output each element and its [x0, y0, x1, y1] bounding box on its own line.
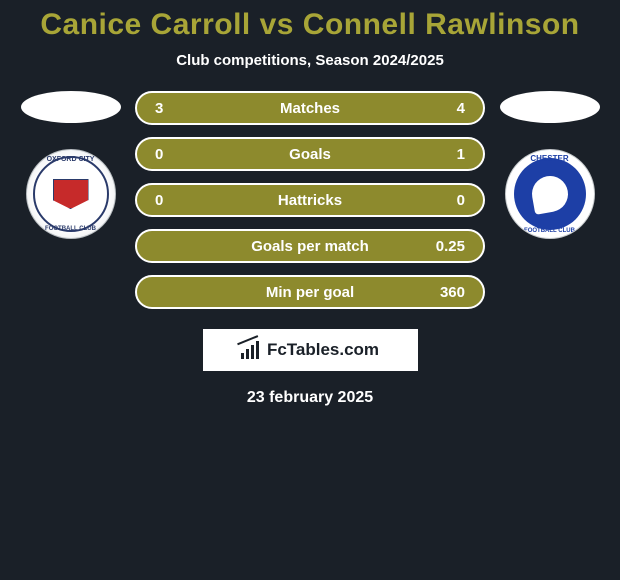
left-player-placeholder — [21, 91, 121, 123]
stat-label: Matches — [195, 100, 425, 117]
right-column: CHESTER FOOTBALL CLUB — [497, 91, 602, 239]
stat-right-value: 0 — [425, 192, 465, 209]
stat-label: Min per goal — [195, 284, 425, 301]
stat-row: 0 Goals 1 — [135, 137, 485, 171]
stat-left-value: 0 — [155, 192, 195, 209]
bar-chart-icon — [241, 341, 261, 359]
stat-row: 3 Matches 4 — [135, 91, 485, 125]
stat-right-value: 0.25 — [425, 238, 465, 255]
stat-label: Goals per match — [195, 238, 425, 255]
stat-left-value: 3 — [155, 100, 195, 117]
crest-icon — [53, 179, 89, 209]
brand-text: FcTables.com — [267, 340, 379, 360]
stats-column: 3 Matches 4 0 Goals 1 0 Hattricks 0 Goal… — [135, 91, 485, 309]
stat-row: 0 Hattricks 0 — [135, 183, 485, 217]
page-title: Canice Carroll vs Connell Rawlinson — [0, 8, 620, 42]
lion-icon — [529, 173, 571, 215]
right-team-badge: CHESTER FOOTBALL CLUB — [505, 149, 595, 239]
stat-left-value: 0 — [155, 146, 195, 163]
brand-logo: FcTables.com — [203, 329, 418, 371]
left-badge-text-bottom: FOOTBALL CLUB — [45, 226, 96, 232]
stat-label: Hattricks — [195, 192, 425, 209]
left-team-badge: OXFORD CITY FOOTBALL CLUB — [26, 149, 116, 239]
main-row: OXFORD CITY FOOTBALL CLUB 3 Matches 4 0 … — [0, 91, 620, 309]
stat-row: Min per goal 360 — [135, 275, 485, 309]
comparison-card: Canice Carroll vs Connell Rawlinson Club… — [0, 0, 620, 407]
stat-right-value: 1 — [425, 146, 465, 163]
right-player-placeholder — [500, 91, 600, 123]
right-badge-text-top: CHESTER — [530, 154, 568, 163]
stat-right-value: 360 — [425, 284, 465, 301]
subtitle: Club competitions, Season 2024/2025 — [0, 52, 620, 69]
date-label: 23 february 2025 — [0, 389, 620, 407]
stat-row: Goals per match 0.25 — [135, 229, 485, 263]
stat-right-value: 4 — [425, 100, 465, 117]
left-column: OXFORD CITY FOOTBALL CLUB — [18, 91, 123, 239]
stat-label: Goals — [195, 146, 425, 163]
right-badge-text-bottom: FOOTBALL CLUB — [524, 228, 575, 234]
left-badge-text-top: OXFORD CITY — [47, 156, 95, 163]
